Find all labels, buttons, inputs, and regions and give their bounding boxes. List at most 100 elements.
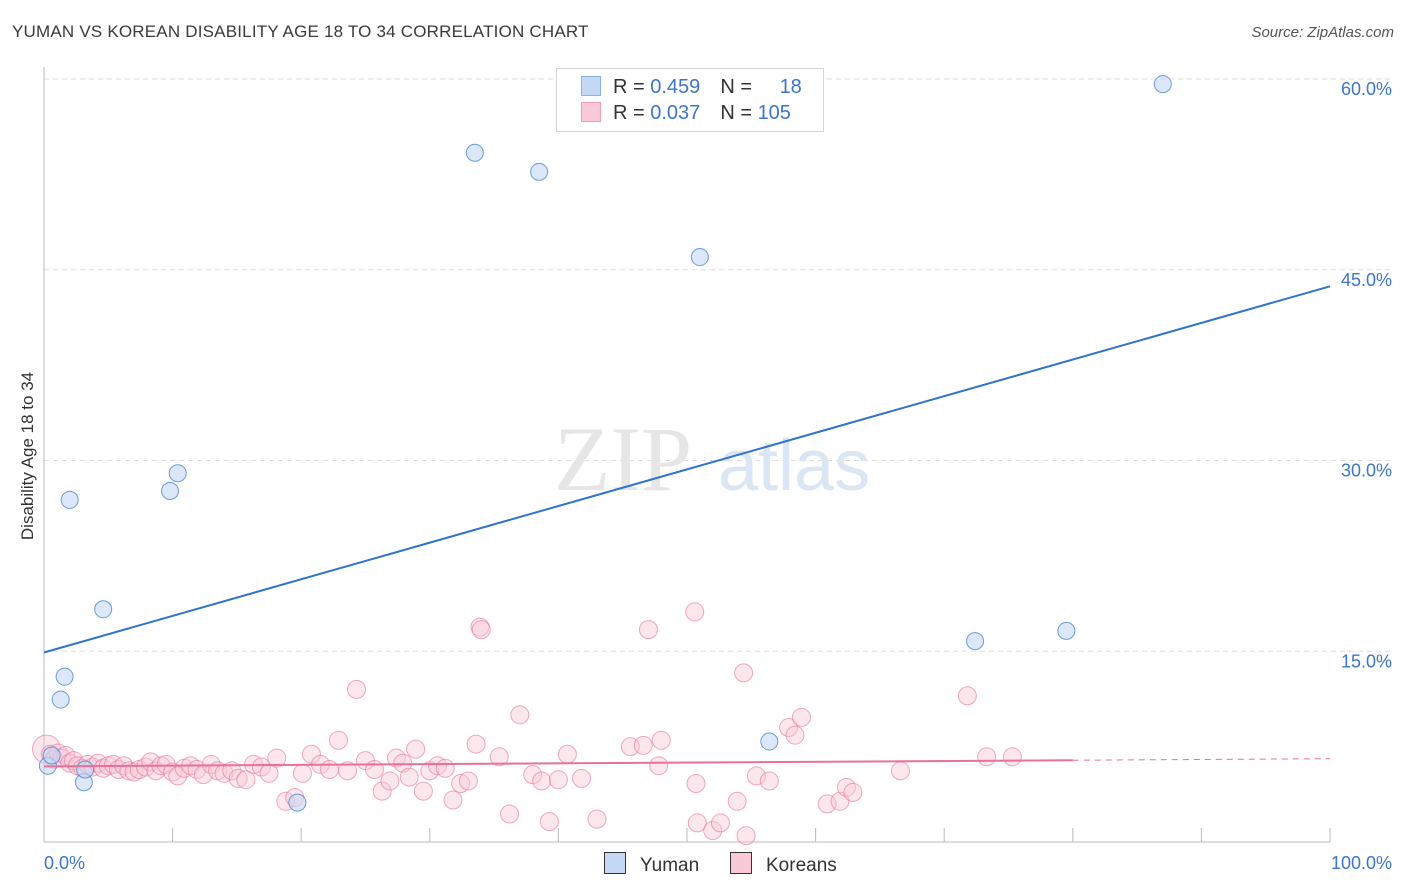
koreans-point <box>93 758 113 778</box>
koreans-trend-line <box>43 759 1073 768</box>
koreans-point <box>759 771 779 791</box>
koreans-point <box>710 813 730 833</box>
koreans-point <box>466 734 486 754</box>
koreans-point <box>471 620 491 640</box>
legend-row-koreans: R = 0.037 N = 105 <box>581 102 791 126</box>
koreans-point <box>228 768 248 788</box>
bottom-legend-label: Koreans <box>766 855 837 876</box>
koreans-point <box>222 761 242 781</box>
koreans-point <box>458 771 478 791</box>
yuman-point <box>1153 75 1172 94</box>
x-tick-label: 100.0% <box>1331 853 1392 873</box>
koreans-point <box>435 758 455 778</box>
chart-source: Source: ZipAtlas.com <box>1251 24 1394 41</box>
yuman-point <box>465 143 484 162</box>
koreans-swatch <box>730 852 752 874</box>
koreans-point <box>890 761 910 781</box>
koreans-point <box>977 747 997 767</box>
legend-row-yuman: R = 0.459 N = 18 <box>581 76 802 100</box>
koreans-point <box>413 781 433 801</box>
yuman-point <box>288 793 307 812</box>
yuman-point <box>168 464 187 483</box>
koreans-point <box>451 774 471 794</box>
koreans-point <box>746 766 766 786</box>
legend-r-label: R = <box>613 76 651 98</box>
koreans-point <box>843 782 863 802</box>
watermark-zip: ZIP <box>554 408 692 510</box>
yuman-point <box>60 490 79 509</box>
koreans-point <box>346 679 366 699</box>
yuman-point <box>690 248 709 267</box>
koreans-swatch <box>581 102 601 122</box>
yuman-point <box>51 690 70 709</box>
y-axis-title: Disability Age 18 to 34 <box>18 371 37 541</box>
bottom-legend-koreans: Koreans <box>730 852 837 877</box>
koreans-point <box>124 762 144 782</box>
y-tick-label: 45.0% <box>1341 270 1392 290</box>
x-tick-label: 0.0% <box>44 853 85 873</box>
legend-r-value: 0.037 <box>650 102 701 124</box>
yuman-point <box>161 482 180 501</box>
koreans-point <box>687 813 707 833</box>
legend-n-value: 18 <box>779 76 802 98</box>
koreans-point <box>236 770 256 790</box>
koreans-point <box>337 761 357 781</box>
koreans-point <box>1002 747 1022 767</box>
legend-r-value: 0.459 <box>650 76 701 98</box>
yuman-point <box>966 632 985 651</box>
koreans-point <box>163 762 183 782</box>
koreans-point <box>836 777 856 797</box>
koreans-point <box>156 754 176 774</box>
yuman-point <box>42 746 61 765</box>
koreans-point <box>685 602 705 622</box>
koreans-point <box>489 747 509 767</box>
koreans-point <box>779 718 799 738</box>
koreans-point <box>380 771 400 791</box>
koreans-point <box>785 725 805 745</box>
koreans-point <box>539 812 559 832</box>
koreans-point <box>510 705 530 725</box>
y-tick-label: 15.0% <box>1341 651 1392 671</box>
koreans-point <box>686 774 706 794</box>
koreans-point <box>633 735 653 755</box>
koreans-point <box>386 748 406 768</box>
yuman-point <box>94 600 113 619</box>
yuman-swatch <box>581 76 601 96</box>
koreans-point <box>372 781 392 801</box>
bottom-legend-label: Yuman <box>640 855 700 876</box>
koreans-point <box>548 770 568 790</box>
legend-n-label: N = <box>720 102 758 124</box>
y-tick-label: 30.0% <box>1341 461 1392 481</box>
yuman-point <box>760 732 779 751</box>
koreans-point <box>251 757 271 777</box>
yuman-point <box>530 162 549 181</box>
chart-title: YUMAN VS KOREAN DISABILITY AGE 18 TO 34 … <box>12 22 589 41</box>
koreans-point <box>587 809 607 829</box>
legend-n-value: 105 <box>757 102 791 124</box>
yuman-trend-line <box>43 285 1331 654</box>
bottom-legend-yuman: Yuman <box>604 852 699 877</box>
koreans-point <box>399 767 419 787</box>
koreans-point <box>638 620 658 640</box>
yuman-point <box>1057 621 1076 640</box>
koreans-point <box>957 686 977 706</box>
koreans-point <box>736 826 756 846</box>
koreans-point <box>428 756 448 776</box>
koreans-point <box>443 790 463 810</box>
koreans-point <box>267 748 287 768</box>
koreans-point <box>292 763 312 783</box>
koreans-point <box>651 730 671 750</box>
yuman-swatch <box>604 852 626 874</box>
koreans-point <box>500 804 520 824</box>
koreans-point <box>365 760 385 780</box>
y-tick-label: 60.0% <box>1341 79 1392 99</box>
koreans-point <box>168 766 188 786</box>
koreans-point <box>791 707 811 727</box>
koreans-point <box>703 821 723 841</box>
stats-legend: R = 0.459 N = 18 R = 0.037 N = 105 <box>556 68 824 132</box>
koreans-point <box>136 757 156 777</box>
koreans-point <box>734 663 754 683</box>
koreans-point <box>557 744 577 764</box>
koreans-trend-extension <box>1072 758 1331 761</box>
